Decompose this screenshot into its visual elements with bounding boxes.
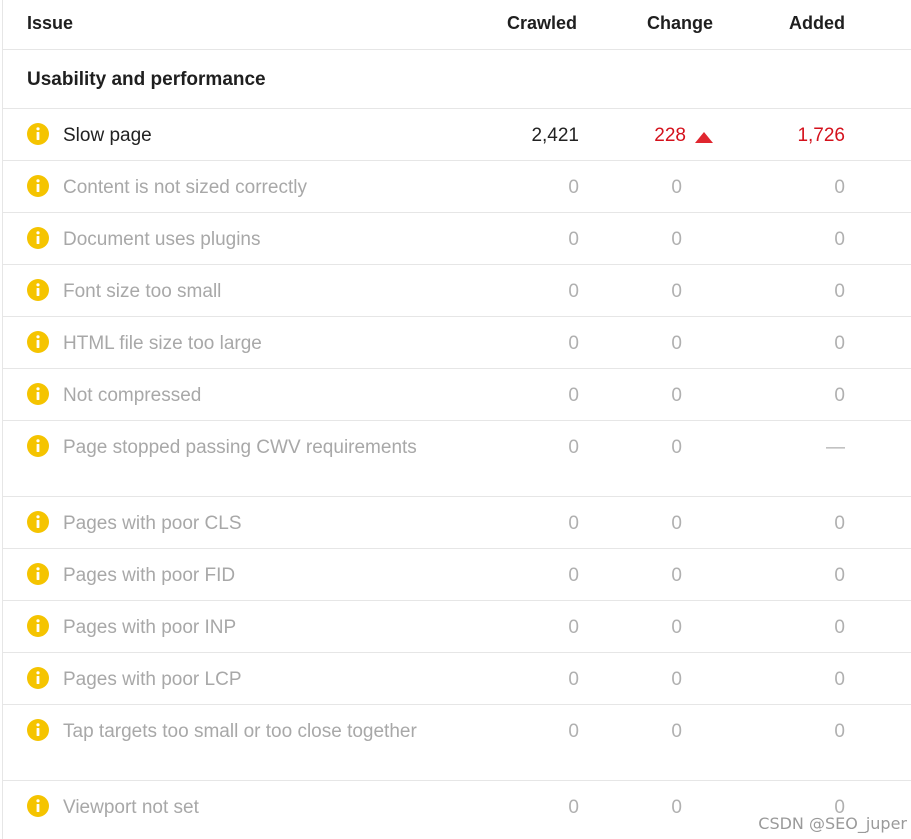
table-row[interactable]: Slow page 2,421 228 1,726 bbox=[3, 109, 911, 161]
table-row[interactable]: Tap targets too small or too close toget… bbox=[3, 705, 911, 781]
issue-name-link[interactable]: Document uses plugins bbox=[63, 229, 261, 250]
warning-info-icon bbox=[27, 331, 49, 353]
crawled-count[interactable]: 0 bbox=[568, 229, 579, 250]
crawled-count[interactable]: 0 bbox=[568, 513, 579, 534]
crawled-count[interactable]: 0 bbox=[568, 437, 579, 458]
warning-info-icon bbox=[27, 795, 49, 817]
added-count[interactable]: — bbox=[826, 437, 845, 458]
crawled-count[interactable]: 0 bbox=[568, 797, 579, 818]
table-row[interactable]: Page stopped passing CWV requirements 0 0 — bbox=[3, 421, 911, 497]
crawled-count[interactable]: 0 bbox=[568, 385, 579, 406]
issue-name-link[interactable]: Pages with poor INP bbox=[63, 617, 237, 638]
change-count[interactable]: 0 bbox=[671, 669, 682, 690]
added-count[interactable]: 0 bbox=[834, 617, 845, 638]
warning-info-icon bbox=[27, 563, 49, 585]
issue-name-link[interactable]: Pages with poor CLS bbox=[63, 513, 242, 534]
added-count[interactable]: 1,726 bbox=[797, 125, 845, 146]
issue-name-link[interactable]: Viewport not set bbox=[63, 797, 199, 818]
table-row[interactable]: Document uses plugins 0 0 0 bbox=[3, 213, 911, 265]
section-header: Usability and performance bbox=[3, 50, 911, 109]
column-header-change[interactable]: Change bbox=[646, 13, 713, 33]
added-count[interactable]: 0 bbox=[834, 721, 845, 742]
warning-info-icon bbox=[27, 123, 49, 145]
watermark: CSDN @SEO_juper bbox=[758, 814, 907, 833]
table-row[interactable]: Not compressed 0 0 0 bbox=[3, 369, 911, 421]
warning-info-icon bbox=[27, 279, 49, 301]
column-header-issue[interactable]: Issue bbox=[27, 13, 74, 33]
added-count[interactable]: 0 bbox=[834, 797, 845, 818]
warning-info-icon bbox=[27, 227, 49, 249]
warning-info-icon bbox=[27, 383, 49, 405]
issue-name-link[interactable]: Pages with poor LCP bbox=[63, 669, 242, 690]
change-count[interactable]: 0 bbox=[671, 437, 682, 458]
added-count[interactable]: 0 bbox=[834, 333, 845, 354]
table-row[interactable]: HTML file size too large 0 0 0 bbox=[3, 317, 911, 369]
crawled-count[interactable]: 0 bbox=[568, 669, 579, 690]
table-row[interactable]: Pages with poor LCP 0 0 0 bbox=[3, 653, 911, 705]
added-count[interactable]: 0 bbox=[834, 177, 845, 198]
change-count[interactable]: 0 bbox=[671, 385, 682, 406]
column-header-crawled[interactable]: Crawled bbox=[506, 13, 577, 33]
issue-name-link[interactable]: Tap targets too small or too close toget… bbox=[63, 721, 417, 742]
crawled-count[interactable]: 0 bbox=[568, 333, 579, 354]
change-count[interactable]: 0 bbox=[671, 565, 682, 586]
issue-name-link[interactable]: Slow page bbox=[63, 125, 152, 146]
issue-name-link[interactable]: Font size too small bbox=[63, 281, 222, 302]
crawled-count[interactable]: 0 bbox=[568, 177, 579, 198]
table-row[interactable]: Font size too small 0 0 0 bbox=[3, 265, 911, 317]
change-count[interactable]: 0 bbox=[671, 281, 682, 302]
change-count[interactable]: 0 bbox=[671, 513, 682, 534]
warning-info-icon bbox=[27, 175, 49, 197]
warning-info-icon bbox=[27, 511, 49, 533]
issue-name-link[interactable]: HTML file size too large bbox=[63, 333, 262, 354]
issue-name-link[interactable]: Content is not sized correctly bbox=[63, 177, 307, 198]
table-body: Slow page 2,421 228 1,726 Content is not siz… bbox=[3, 109, 911, 833]
table-row[interactable]: Pages with poor FID 0 0 0 bbox=[3, 549, 911, 601]
crawled-count[interactable]: 0 bbox=[568, 721, 579, 742]
warning-info-icon bbox=[27, 615, 49, 637]
table-row[interactable]: Viewport not set 0 0 0 bbox=[3, 781, 911, 833]
change-count[interactable]: 0 bbox=[671, 617, 682, 638]
change-count[interactable]: 0 bbox=[671, 797, 682, 818]
crawled-count[interactable]: 0 bbox=[568, 281, 579, 302]
added-count[interactable]: 0 bbox=[834, 669, 845, 690]
section-title: Usability and performance bbox=[27, 69, 266, 90]
added-count[interactable]: 0 bbox=[834, 385, 845, 406]
table-row[interactable]: Content is not sized correctly 0 0 0 bbox=[3, 161, 911, 213]
change-count[interactable]: 228 bbox=[654, 125, 686, 146]
issue-name-link[interactable]: Pages with poor FID bbox=[63, 565, 236, 586]
change-count[interactable]: 0 bbox=[671, 177, 682, 198]
column-header-added[interactable]: Added bbox=[789, 13, 845, 33]
arrow-up-icon bbox=[695, 132, 713, 143]
warning-info-icon bbox=[27, 435, 49, 457]
crawled-count[interactable]: 0 bbox=[568, 617, 579, 638]
added-count[interactable]: 0 bbox=[834, 565, 845, 586]
table-row[interactable]: Pages with poor CLS 0 0 0 bbox=[3, 497, 911, 549]
warning-info-icon bbox=[27, 719, 49, 741]
crawled-count[interactable]: 2,421 bbox=[531, 125, 579, 146]
change-count[interactable]: 0 bbox=[671, 333, 682, 354]
issue-name-link[interactable]: Page stopped passing CWV requirements bbox=[63, 437, 417, 458]
warning-info-icon bbox=[27, 667, 49, 689]
added-count[interactable]: 0 bbox=[834, 229, 845, 250]
change-count[interactable]: 0 bbox=[671, 229, 682, 250]
added-count[interactable]: 0 bbox=[834, 513, 845, 534]
added-count[interactable]: 0 bbox=[834, 281, 845, 302]
issue-name-link[interactable]: Not compressed bbox=[63, 385, 202, 406]
crawled-count[interactable]: 0 bbox=[568, 565, 579, 586]
change-count[interactable]: 0 bbox=[671, 721, 682, 742]
table-header: Issue Crawled Change Added bbox=[3, 0, 911, 50]
table-row[interactable]: Pages with poor INP 0 0 0 bbox=[3, 601, 911, 653]
